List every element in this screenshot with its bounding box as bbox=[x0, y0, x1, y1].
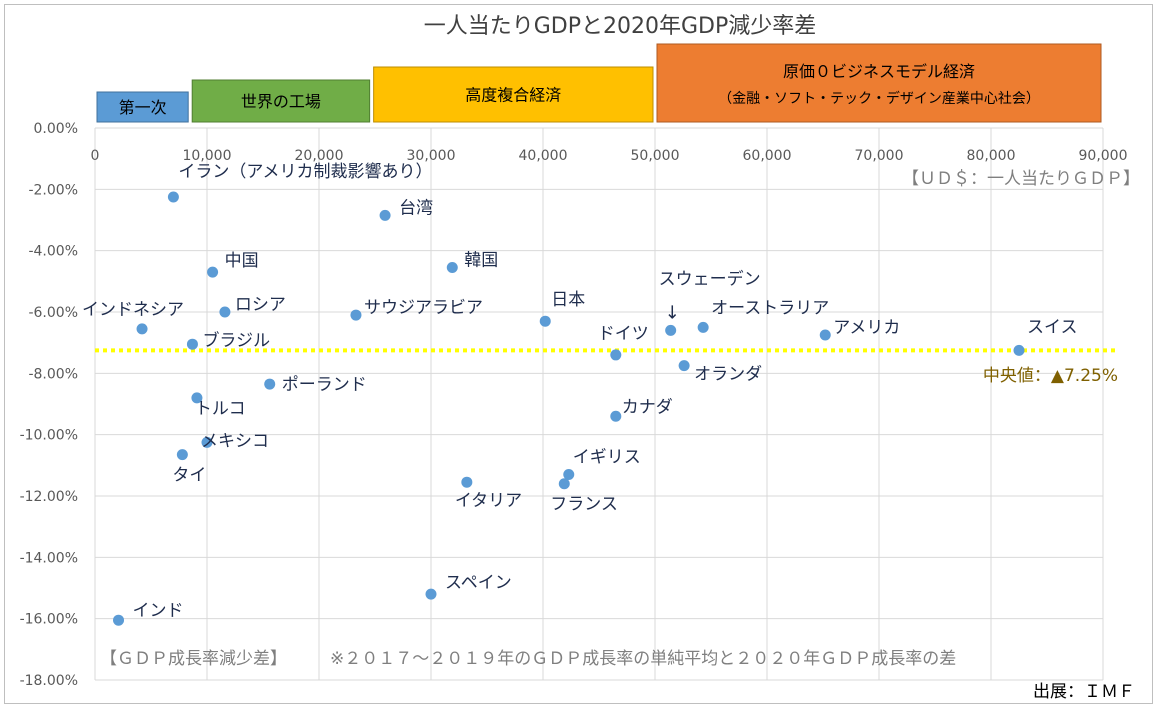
data-point bbox=[207, 266, 219, 278]
data-point bbox=[186, 338, 198, 350]
axes: 0 10,000 20,000 30,000 40,000 50,000 60,000 70,… bbox=[20, 121, 1128, 689]
chart-title: 一人当たりGDPと2020年GDP減少率差 bbox=[424, 14, 817, 39]
x-tick-label: 10,000 bbox=[183, 148, 232, 164]
data-point bbox=[610, 349, 622, 361]
data-points bbox=[113, 191, 1025, 626]
x-tick-label: 0 bbox=[91, 148, 100, 164]
y-tick-label: -16.00% bbox=[20, 612, 78, 628]
data-label: ドイツ bbox=[598, 324, 649, 344]
x-tick-label: 40,000 bbox=[519, 148, 568, 164]
y-tick-label: -10.00% bbox=[20, 428, 78, 444]
data-label: 韓国 bbox=[464, 251, 498, 271]
data-point bbox=[819, 329, 831, 341]
x-tick-label: 50,000 bbox=[631, 148, 680, 164]
stage-band bbox=[656, 43, 1102, 123]
data-label: イラン（アメリカ制裁影響あり） bbox=[178, 162, 432, 182]
data-point bbox=[113, 614, 125, 626]
data-point bbox=[697, 321, 709, 333]
data-label: 中国 bbox=[225, 251, 259, 271]
y-tick-label: 0.00% bbox=[34, 121, 78, 137]
x-tick-label: 30,000 bbox=[407, 148, 456, 164]
data-label: 日本 bbox=[551, 290, 585, 310]
y-tick-label: -14.00% bbox=[20, 550, 78, 566]
stage-label: 第一次 bbox=[119, 98, 167, 117]
data-label: スウェーデン bbox=[659, 268, 761, 289]
data-point bbox=[176, 449, 188, 461]
data-point bbox=[539, 315, 551, 327]
data-point bbox=[461, 476, 473, 488]
data-label: インドネシア bbox=[82, 300, 184, 320]
data-point bbox=[563, 469, 575, 481]
footnote: ※２０１７～２０１９年のＧＤＰ成長率の単純平均と２０２０年ＧＤＰ成長率の差 bbox=[330, 649, 956, 669]
data-label: カナダ bbox=[622, 397, 673, 417]
data-label: サウジアラビア bbox=[364, 298, 483, 318]
stage-band bbox=[96, 91, 189, 123]
data-label: オランダ bbox=[694, 365, 762, 385]
data-label: インド bbox=[133, 601, 184, 621]
data-point bbox=[264, 378, 276, 390]
data-label: ポーランド bbox=[282, 375, 367, 395]
stage-label: 原価０ビジネスモデル経済 bbox=[783, 62, 975, 81]
x-tick-label: 80,000 bbox=[967, 148, 1016, 164]
data-point bbox=[610, 410, 622, 422]
data-label: イタリア bbox=[455, 491, 522, 511]
arrow-label: ↓ bbox=[665, 302, 680, 323]
stage-band bbox=[191, 79, 371, 123]
data-point bbox=[665, 324, 677, 336]
y-tick-label: -18.00% bbox=[20, 673, 78, 689]
data-point bbox=[201, 436, 213, 448]
y-tick-label: -4.00% bbox=[28, 244, 78, 260]
y-tick-label: -6.00% bbox=[28, 305, 78, 321]
data-label: 台湾 bbox=[399, 198, 433, 218]
data-point bbox=[136, 323, 148, 335]
source-note: 出展：ＩＭＦ bbox=[1033, 682, 1135, 702]
y-axis-note: 【ＧＤＰ成長率減少差】 bbox=[100, 649, 287, 669]
economic-stage-bands: 第一次 世界の工場 高度複合経済 原価０ビジネスモデル経済 （金融・ソフト・テック・デザ… bbox=[96, 43, 1102, 123]
data-label: アメリカ bbox=[833, 318, 900, 338]
data-point bbox=[1013, 344, 1025, 356]
y-tick-label: -2.00% bbox=[28, 182, 78, 198]
data-label: トルコ bbox=[195, 399, 246, 419]
stage-band bbox=[373, 66, 654, 123]
data-label: タイ bbox=[172, 466, 206, 486]
stage-label: 高度複合経済 bbox=[465, 86, 561, 105]
median-label: 中央値：▲7.25% bbox=[983, 366, 1118, 386]
x-tick-label: 90,000 bbox=[1079, 148, 1128, 164]
x-tick-label: 20,000 bbox=[295, 148, 344, 164]
data-label: スペイン bbox=[445, 573, 512, 593]
data-label: メキシコ bbox=[201, 431, 269, 451]
data-label: オーストラリア bbox=[711, 298, 829, 318]
data-point bbox=[425, 588, 437, 600]
data-point bbox=[379, 209, 391, 221]
x-axis-note: 【ＵＤ＄：一人当たりＧＤＰ】 bbox=[902, 169, 1140, 189]
data-point bbox=[678, 360, 690, 372]
data-label: フランス bbox=[550, 495, 618, 515]
gridlines bbox=[94, 127, 1104, 681]
data-point bbox=[167, 191, 179, 203]
data-point bbox=[191, 392, 203, 404]
stage-sublabel: （金融・ソフト・テック・デザイン産業中心社会） bbox=[718, 90, 1040, 107]
y-tick-label: -8.00% bbox=[28, 366, 78, 382]
data-label: スイス bbox=[1027, 317, 1078, 337]
data-point bbox=[446, 262, 458, 274]
data-point bbox=[350, 309, 362, 321]
data-point bbox=[219, 306, 231, 318]
x-tick-label: 70,000 bbox=[855, 148, 904, 164]
stage-label: 世界の工場 bbox=[241, 92, 321, 111]
data-label: ロシア bbox=[235, 295, 286, 315]
x-tick-label: 60,000 bbox=[743, 148, 792, 164]
data-label: イギリス bbox=[573, 448, 641, 468]
y-tick-label: -12.00% bbox=[20, 489, 78, 505]
data-point bbox=[558, 478, 570, 490]
data-label: ブラジル bbox=[202, 330, 270, 351]
